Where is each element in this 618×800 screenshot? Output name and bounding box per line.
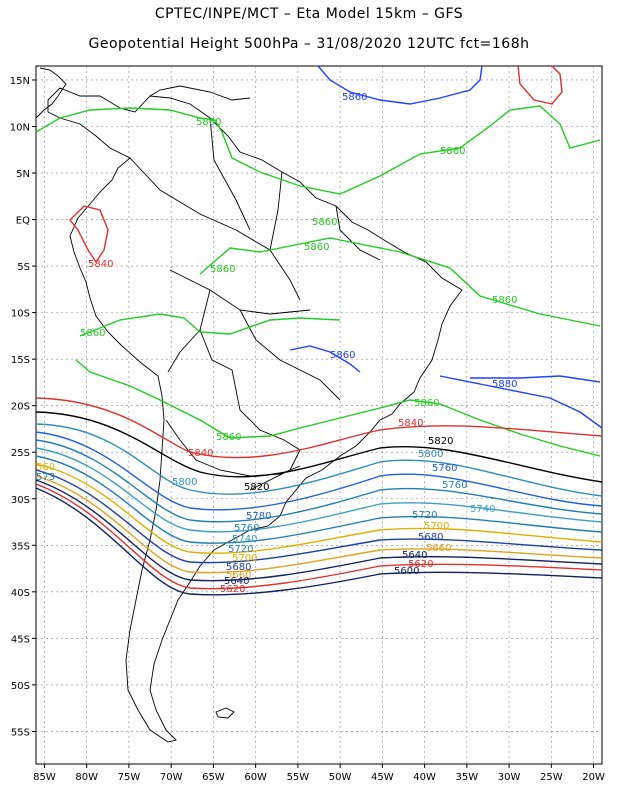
contour-label: 5860 bbox=[304, 242, 329, 253]
contour-labels: 5860 5860 5860 5860 5860 5860 5860 5840 … bbox=[36, 92, 517, 595]
contour-label: 5800 bbox=[172, 477, 197, 488]
contour-label: 5860 bbox=[492, 295, 517, 306]
contour-label: 5860 bbox=[330, 350, 355, 361]
title-model: CPTEC/INPE/MCT – Eta Model 15km – GFS bbox=[154, 6, 464, 22]
contour-5840-loop bbox=[69, 205, 109, 264]
contour-5860-north bbox=[35, 105, 601, 195]
lon-tick-label: 70W bbox=[160, 772, 183, 783]
lat-tick-label: 25S bbox=[11, 448, 30, 459]
contour-label: 5860 bbox=[80, 328, 105, 339]
contour-label: 5800 bbox=[418, 449, 443, 460]
contour-label: 5860 bbox=[342, 92, 367, 103]
lon-tick-label: 30W bbox=[498, 772, 521, 783]
axis-ticks: 85W 80W 75W 70W 65W 60W 55W 50W 45W 40W 35W 30W 25W 2… bbox=[10, 76, 605, 783]
contour-label: 5860 bbox=[440, 146, 465, 157]
contour-label: 5780 bbox=[246, 511, 271, 522]
contour-label: 5660 bbox=[426, 543, 451, 554]
lat-tick-label: 5N bbox=[16, 169, 30, 180]
contour-label: 5660 bbox=[226, 570, 251, 581]
contour-label: 5680 bbox=[226, 562, 251, 573]
lat-tick-label: 40S bbox=[11, 588, 30, 599]
contour-label: 5600 bbox=[394, 566, 419, 577]
lat-tick-label: EQ bbox=[16, 216, 30, 227]
contour-label: 5760 bbox=[234, 523, 259, 534]
contour-label: 560 bbox=[36, 462, 55, 473]
lon-tick-label: 40W bbox=[413, 772, 436, 783]
lat-tick-label: 15S bbox=[11, 355, 30, 366]
lat-tick-label: 5S bbox=[17, 262, 30, 273]
contour-label: 5860 bbox=[312, 217, 337, 228]
contour-label: 5740 bbox=[232, 534, 257, 545]
contour-label: 573 bbox=[36, 472, 55, 483]
title-field: Geopotential Height 500hPa – 31/08/2020 … bbox=[88, 36, 530, 52]
lat-tick-label: 15N bbox=[10, 76, 30, 87]
contour-label: 5860 bbox=[196, 117, 221, 128]
border-lines bbox=[129, 117, 381, 491]
contour-label: 5820 bbox=[244, 482, 269, 493]
coastline bbox=[35, 67, 463, 743]
grid-lines bbox=[36, 66, 602, 764]
contour-label: 5860 bbox=[216, 432, 241, 443]
contour-label: 5840 bbox=[398, 418, 423, 429]
lon-tick-label: 50W bbox=[329, 772, 352, 783]
contour-label: 5840 bbox=[188, 448, 213, 459]
contour-label: 5620 bbox=[408, 559, 433, 570]
lon-tick-label: 65W bbox=[202, 772, 225, 783]
contour-label: 5760 bbox=[432, 463, 457, 474]
contour-label: 5760 bbox=[442, 480, 467, 491]
contour-label: 5640 bbox=[402, 550, 427, 561]
lat-tick-label: 50S bbox=[11, 681, 30, 692]
contour-5880-south bbox=[439, 375, 603, 429]
lon-tick-label: 60W bbox=[244, 772, 267, 783]
contour-5860-amazon bbox=[199, 237, 601, 327]
lat-tick-label: 55S bbox=[11, 727, 30, 738]
lat-tick-label: 20S bbox=[11, 402, 30, 413]
contour-label: 5740 bbox=[470, 504, 495, 515]
lon-tick-label: 45W bbox=[371, 772, 394, 783]
contour-label: 5860 bbox=[414, 398, 439, 409]
lon-tick-label: 75W bbox=[118, 772, 141, 783]
contour-label: 5680 bbox=[418, 532, 443, 543]
lon-tick-label: 80W bbox=[75, 772, 98, 783]
lat-tick-label: 10N bbox=[10, 122, 30, 133]
lon-tick-label: 20W bbox=[582, 772, 605, 783]
lat-tick-label: 10S bbox=[11, 309, 30, 320]
contour-label: 5860 bbox=[210, 264, 235, 275]
contour-5860-top bbox=[317, 65, 483, 105]
coastline-caribbean bbox=[149, 85, 251, 101]
contour-label: 5640 bbox=[224, 576, 249, 587]
contour-label: 5820 bbox=[428, 436, 453, 447]
contour-label: 5720 bbox=[228, 544, 253, 555]
contour-label: 5840 bbox=[88, 259, 113, 270]
contour-5860-interior bbox=[79, 313, 341, 337]
lon-tick-label: 35W bbox=[456, 772, 479, 783]
contour-label: 5700 bbox=[424, 521, 449, 532]
coastline-central-america bbox=[35, 67, 67, 119]
lon-tick-label: 85W bbox=[33, 772, 56, 783]
contour-label: 5720 bbox=[412, 510, 437, 521]
lat-tick-label: 35S bbox=[11, 541, 30, 552]
contour-5860-loop bbox=[517, 65, 563, 105]
lon-tick-label: 25W bbox=[540, 772, 563, 783]
lat-tick-label: 30S bbox=[11, 495, 30, 506]
contour-label: 5620 bbox=[220, 584, 245, 595]
lat-tick-label: 45S bbox=[11, 634, 30, 645]
contour-label: 5700 bbox=[232, 553, 257, 564]
contour-5860-south bbox=[75, 359, 601, 457]
contour-label: 5880 bbox=[492, 379, 517, 390]
height-contours bbox=[35, 65, 603, 596]
coastline-falklands bbox=[215, 707, 235, 719]
coastline-south-america bbox=[47, 87, 463, 743]
contour-5880 bbox=[289, 345, 601, 383]
map-frame bbox=[35, 65, 603, 765]
lon-tick-label: 55W bbox=[287, 772, 310, 783]
